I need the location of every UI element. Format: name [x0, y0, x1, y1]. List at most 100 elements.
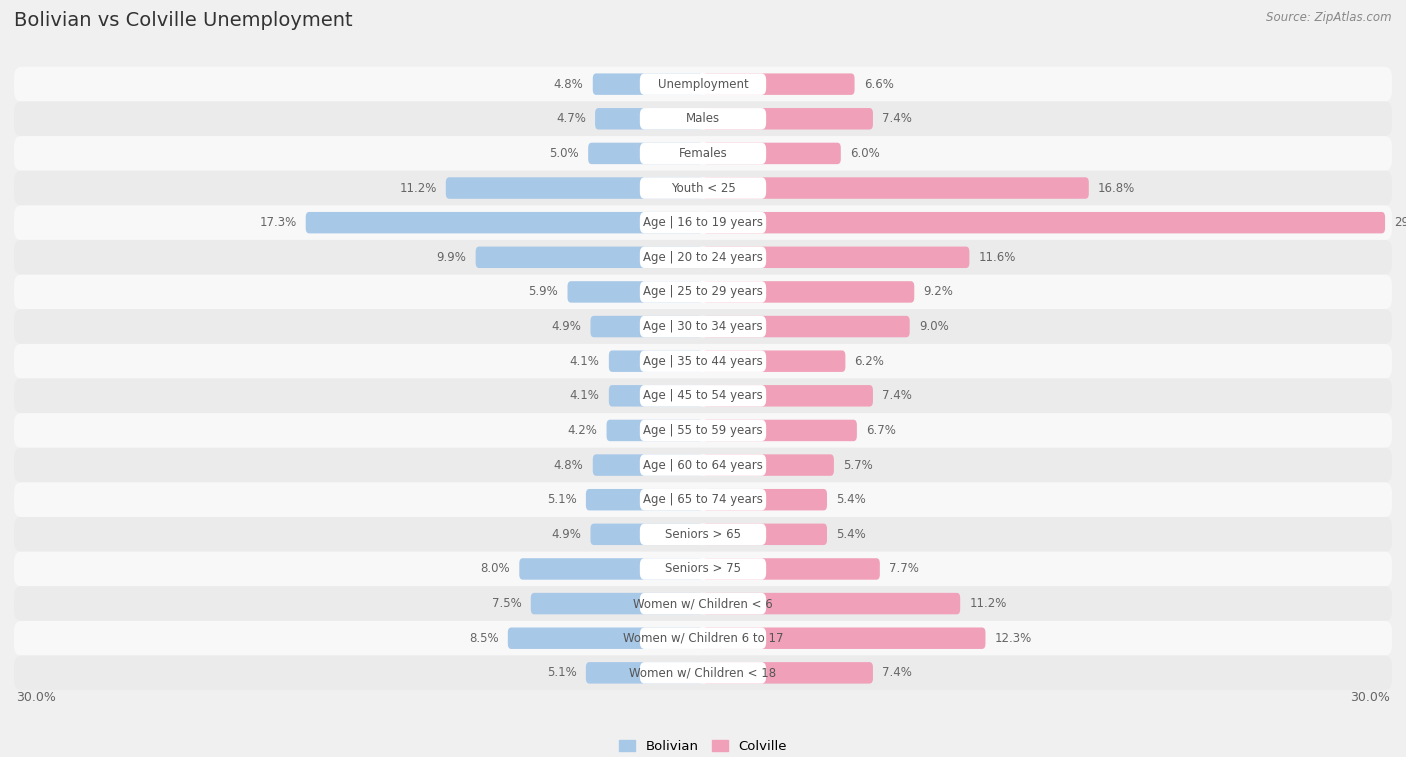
FancyBboxPatch shape: [14, 447, 1392, 482]
FancyBboxPatch shape: [640, 489, 766, 510]
FancyBboxPatch shape: [568, 281, 703, 303]
FancyBboxPatch shape: [14, 136, 1392, 171]
FancyBboxPatch shape: [475, 247, 703, 268]
Text: 5.4%: 5.4%: [837, 494, 866, 506]
FancyBboxPatch shape: [606, 419, 703, 441]
Text: Age | 55 to 59 years: Age | 55 to 59 years: [643, 424, 763, 437]
Text: 9.0%: 9.0%: [920, 320, 949, 333]
Text: Unemployment: Unemployment: [658, 78, 748, 91]
Text: 11.6%: 11.6%: [979, 251, 1017, 263]
FancyBboxPatch shape: [14, 310, 1392, 344]
FancyBboxPatch shape: [588, 142, 703, 164]
FancyBboxPatch shape: [703, 212, 1385, 233]
FancyBboxPatch shape: [595, 108, 703, 129]
Text: 5.1%: 5.1%: [547, 494, 576, 506]
Text: 11.2%: 11.2%: [969, 597, 1007, 610]
FancyBboxPatch shape: [519, 558, 703, 580]
FancyBboxPatch shape: [640, 350, 766, 372]
Text: 6.0%: 6.0%: [851, 147, 880, 160]
Text: Seniors > 65: Seniors > 65: [665, 528, 741, 540]
Text: Source: ZipAtlas.com: Source: ZipAtlas.com: [1267, 11, 1392, 24]
FancyBboxPatch shape: [640, 108, 766, 129]
FancyBboxPatch shape: [609, 350, 703, 372]
FancyBboxPatch shape: [14, 482, 1392, 517]
FancyBboxPatch shape: [14, 586, 1392, 621]
Text: Bolivian vs Colville Unemployment: Bolivian vs Colville Unemployment: [14, 11, 353, 30]
Text: 12.3%: 12.3%: [994, 631, 1032, 645]
Text: Age | 60 to 64 years: Age | 60 to 64 years: [643, 459, 763, 472]
FancyBboxPatch shape: [14, 621, 1392, 656]
Text: 4.1%: 4.1%: [569, 389, 599, 402]
FancyBboxPatch shape: [703, 558, 880, 580]
Text: 16.8%: 16.8%: [1098, 182, 1135, 195]
FancyBboxPatch shape: [609, 385, 703, 407]
FancyBboxPatch shape: [640, 212, 766, 233]
FancyBboxPatch shape: [14, 101, 1392, 136]
Text: 5.7%: 5.7%: [844, 459, 873, 472]
Text: 30.0%: 30.0%: [1350, 691, 1389, 704]
FancyBboxPatch shape: [446, 177, 703, 199]
Text: 6.7%: 6.7%: [866, 424, 896, 437]
Text: 7.4%: 7.4%: [882, 112, 912, 126]
FancyBboxPatch shape: [703, 281, 914, 303]
FancyBboxPatch shape: [640, 73, 766, 95]
Text: 4.8%: 4.8%: [554, 78, 583, 91]
Text: Males: Males: [686, 112, 720, 126]
FancyBboxPatch shape: [703, 524, 827, 545]
FancyBboxPatch shape: [14, 240, 1392, 275]
FancyBboxPatch shape: [703, 177, 1088, 199]
Text: 17.3%: 17.3%: [259, 217, 297, 229]
FancyBboxPatch shape: [508, 628, 703, 649]
Text: 9.2%: 9.2%: [924, 285, 953, 298]
Text: Women w/ Children 6 to 17: Women w/ Children 6 to 17: [623, 631, 783, 645]
FancyBboxPatch shape: [14, 552, 1392, 586]
FancyBboxPatch shape: [640, 524, 766, 545]
FancyBboxPatch shape: [703, 247, 969, 268]
Text: 6.2%: 6.2%: [855, 355, 884, 368]
Text: Seniors > 75: Seniors > 75: [665, 562, 741, 575]
FancyBboxPatch shape: [703, 662, 873, 684]
Text: Females: Females: [679, 147, 727, 160]
Text: Women w/ Children < 6: Women w/ Children < 6: [633, 597, 773, 610]
FancyBboxPatch shape: [640, 385, 766, 407]
Text: 4.9%: 4.9%: [551, 320, 581, 333]
FancyBboxPatch shape: [703, 419, 856, 441]
Text: 6.6%: 6.6%: [863, 78, 894, 91]
FancyBboxPatch shape: [14, 378, 1392, 413]
Text: 7.4%: 7.4%: [882, 389, 912, 402]
Text: 5.0%: 5.0%: [550, 147, 579, 160]
FancyBboxPatch shape: [593, 454, 703, 476]
Text: 4.1%: 4.1%: [569, 355, 599, 368]
Text: 7.7%: 7.7%: [889, 562, 920, 575]
FancyBboxPatch shape: [640, 177, 766, 199]
Text: 5.4%: 5.4%: [837, 528, 866, 540]
FancyBboxPatch shape: [703, 108, 873, 129]
Text: Age | 65 to 74 years: Age | 65 to 74 years: [643, 494, 763, 506]
Text: 8.5%: 8.5%: [470, 631, 499, 645]
FancyBboxPatch shape: [14, 67, 1392, 101]
FancyBboxPatch shape: [703, 454, 834, 476]
Text: 30.0%: 30.0%: [17, 691, 56, 704]
Text: 11.2%: 11.2%: [399, 182, 437, 195]
FancyBboxPatch shape: [640, 247, 766, 268]
FancyBboxPatch shape: [703, 350, 845, 372]
Text: Youth < 25: Youth < 25: [671, 182, 735, 195]
FancyBboxPatch shape: [593, 73, 703, 95]
FancyBboxPatch shape: [14, 275, 1392, 310]
FancyBboxPatch shape: [305, 212, 703, 233]
FancyBboxPatch shape: [586, 662, 703, 684]
FancyBboxPatch shape: [703, 385, 873, 407]
FancyBboxPatch shape: [640, 316, 766, 338]
Text: 8.0%: 8.0%: [481, 562, 510, 575]
FancyBboxPatch shape: [703, 628, 986, 649]
FancyBboxPatch shape: [640, 281, 766, 303]
FancyBboxPatch shape: [703, 142, 841, 164]
Text: 5.9%: 5.9%: [529, 285, 558, 298]
Text: 7.4%: 7.4%: [882, 666, 912, 679]
Text: Age | 25 to 29 years: Age | 25 to 29 years: [643, 285, 763, 298]
Text: 9.9%: 9.9%: [437, 251, 467, 263]
Text: Age | 45 to 54 years: Age | 45 to 54 years: [643, 389, 763, 402]
FancyBboxPatch shape: [640, 593, 766, 615]
Text: 7.5%: 7.5%: [492, 597, 522, 610]
FancyBboxPatch shape: [640, 628, 766, 649]
